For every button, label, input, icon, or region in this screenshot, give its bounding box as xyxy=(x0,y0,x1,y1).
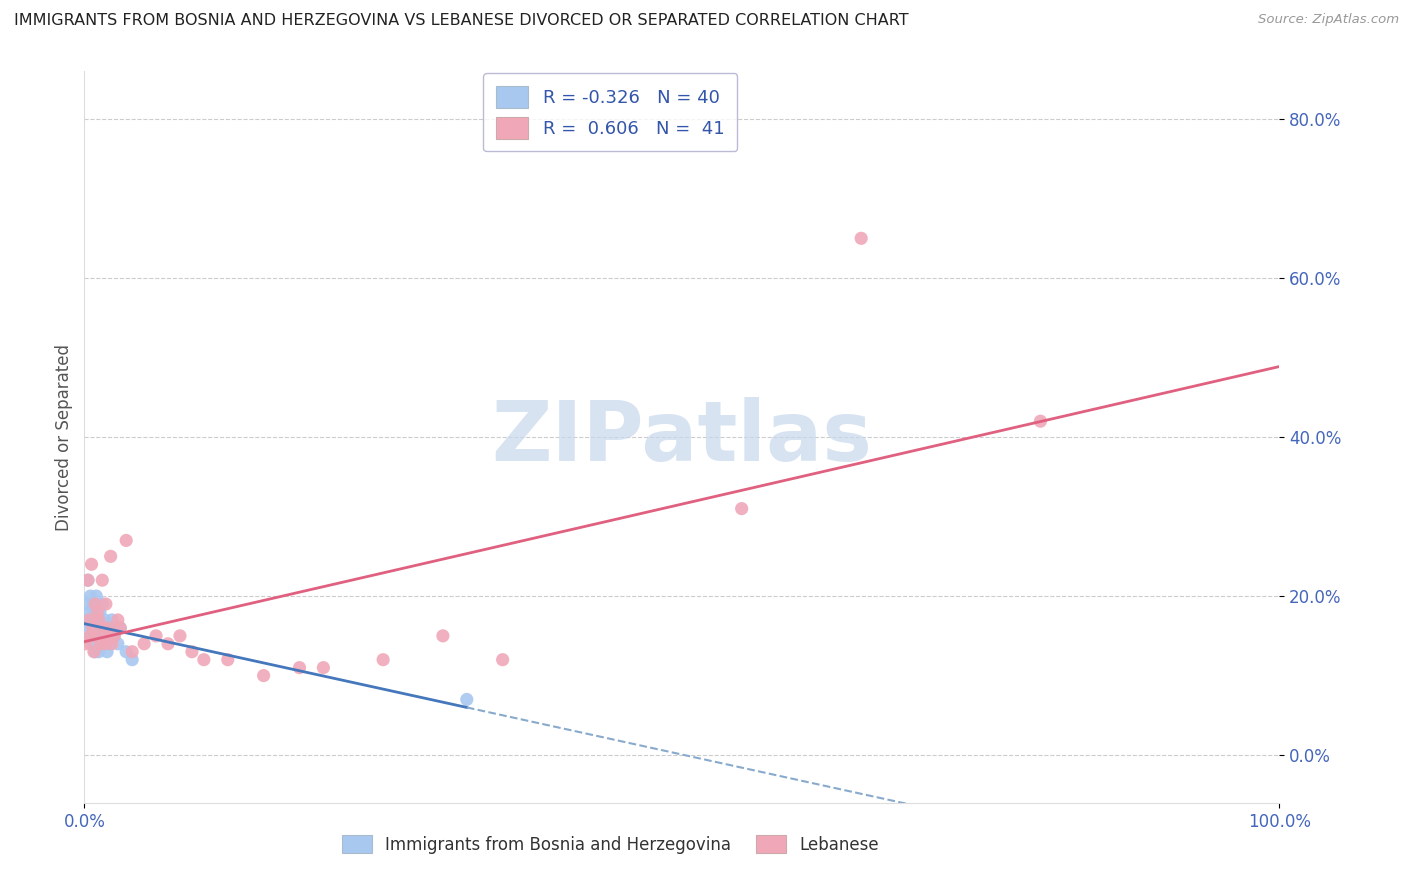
Point xyxy=(86,589,108,603)
Point xyxy=(80,613,103,627)
Point xyxy=(93,621,115,635)
Point xyxy=(96,645,118,659)
Point xyxy=(86,621,108,635)
Point xyxy=(89,637,111,651)
Point xyxy=(80,637,103,651)
Point xyxy=(1029,414,1052,428)
Point xyxy=(312,660,335,674)
Point xyxy=(87,613,110,627)
Point xyxy=(103,629,125,643)
Point xyxy=(97,621,120,635)
Point xyxy=(93,613,115,627)
Point xyxy=(115,645,138,659)
Text: Source: ZipAtlas.com: Source: ZipAtlas.com xyxy=(1258,13,1399,27)
Point xyxy=(77,613,100,627)
Point xyxy=(103,629,125,643)
Point xyxy=(91,573,114,587)
Point xyxy=(93,637,115,651)
Point xyxy=(82,597,104,611)
Y-axis label: Divorced or Separated: Divorced or Separated xyxy=(55,343,73,531)
Point xyxy=(75,637,97,651)
Point xyxy=(145,629,167,643)
Point xyxy=(110,621,132,635)
Point xyxy=(193,653,215,667)
Point xyxy=(181,645,204,659)
Point xyxy=(93,637,115,651)
Point xyxy=(86,629,108,643)
Point xyxy=(89,629,111,643)
Point xyxy=(77,621,100,635)
Point xyxy=(93,629,115,643)
Point xyxy=(91,597,114,611)
Point xyxy=(87,613,110,627)
Point xyxy=(89,605,111,619)
Point xyxy=(83,629,105,643)
Point xyxy=(100,621,122,635)
Point xyxy=(456,692,478,706)
Point xyxy=(90,637,112,651)
Point xyxy=(94,597,117,611)
Text: ZIPatlas: ZIPatlas xyxy=(492,397,872,477)
Point xyxy=(107,613,129,627)
Point xyxy=(288,660,311,674)
Point xyxy=(253,668,276,682)
Point xyxy=(169,629,191,643)
Point xyxy=(82,621,104,635)
Point xyxy=(132,637,156,651)
Point xyxy=(107,637,129,651)
Point xyxy=(115,533,138,548)
Legend: Immigrants from Bosnia and Herzegovina, Lebanese: Immigrants from Bosnia and Herzegovina, … xyxy=(335,829,886,860)
Point xyxy=(121,645,143,659)
Point xyxy=(77,573,100,587)
Point xyxy=(86,605,108,619)
Point xyxy=(84,597,107,611)
Text: IMMIGRANTS FROM BOSNIA AND HERZEGOVINA VS LEBANESE DIVORCED OR SEPARATED CORRELA: IMMIGRANTS FROM BOSNIA AND HERZEGOVINA V… xyxy=(14,13,908,29)
Point xyxy=(79,629,101,643)
Point xyxy=(110,621,132,635)
Point xyxy=(98,637,121,651)
Point xyxy=(76,597,98,611)
Point xyxy=(83,645,105,659)
Point xyxy=(77,573,100,587)
Point xyxy=(101,613,124,627)
Point xyxy=(75,613,97,627)
Point xyxy=(94,621,117,635)
Point xyxy=(731,501,754,516)
Point xyxy=(80,558,103,572)
Point xyxy=(79,589,101,603)
Point xyxy=(851,231,873,245)
Point xyxy=(432,629,454,643)
Point xyxy=(121,653,143,667)
Point xyxy=(86,629,108,643)
Point xyxy=(100,549,122,564)
Point xyxy=(492,653,515,667)
Point xyxy=(87,645,110,659)
Point xyxy=(77,605,100,619)
Point xyxy=(101,637,124,651)
Point xyxy=(91,621,114,635)
Point xyxy=(84,645,107,659)
Point xyxy=(96,629,118,643)
Point xyxy=(84,613,107,627)
Point xyxy=(217,653,239,667)
Point xyxy=(373,653,395,667)
Point xyxy=(83,605,105,619)
Point xyxy=(82,621,104,635)
Point xyxy=(97,629,120,643)
Point xyxy=(157,637,180,651)
Point xyxy=(79,629,101,643)
